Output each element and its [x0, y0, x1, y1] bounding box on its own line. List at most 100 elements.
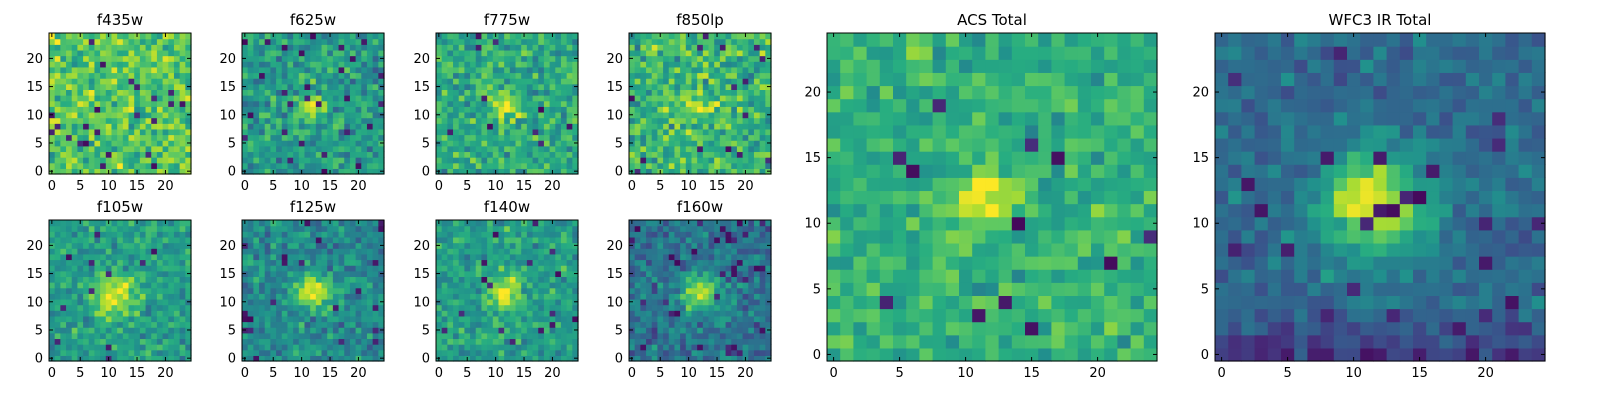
heatmap-cell: [242, 321, 249, 328]
heatmap-cell: [111, 248, 118, 255]
heatmap-cell: [378, 225, 385, 232]
heatmap-cell: [253, 293, 260, 300]
heatmap-cell: [185, 315, 192, 323]
heatmap-cell: [168, 270, 175, 277]
heatmap-cell: [708, 355, 715, 362]
heatmap-cell: [680, 134, 687, 141]
heatmap-cell: [117, 89, 124, 96]
heatmap-cell: [549, 338, 556, 345]
heatmap-cell: [281, 310, 289, 317]
heatmap-cell: [719, 95, 727, 102]
heatmap-cell: [504, 157, 511, 164]
heatmap-cell: [691, 332, 698, 340]
heatmap-cell: [293, 106, 300, 113]
heatmap-cell: [714, 304, 721, 311]
heatmap-cell: [731, 128, 738, 136]
heatmap-cell: [145, 220, 152, 227]
heatmap-cell: [66, 355, 73, 362]
heatmap-cell: [117, 236, 124, 244]
heatmap-cell: [464, 140, 471, 147]
heatmap-cell: [128, 220, 135, 227]
heatmap-cell: [145, 287, 152, 294]
heatmap-cell: [538, 151, 545, 158]
heatmap-cell: [60, 123, 67, 130]
heatmap-cell: [366, 265, 374, 272]
heatmap-cell: [270, 270, 277, 277]
heatmap-cell: [94, 276, 101, 283]
heatmap-cell: [310, 315, 317, 323]
heatmap-cell: [304, 293, 311, 300]
heatmap-cell: [657, 310, 664, 317]
heatmap-cell: [691, 355, 698, 362]
heatmap-cell: [117, 128, 124, 136]
heatmap-cell: [736, 349, 744, 356]
heatmap-cell: [680, 151, 687, 158]
heatmap-cell: [122, 270, 130, 277]
heatmap-cell: [298, 304, 306, 311]
heatmap-cell: [560, 111, 568, 119]
heatmap-cell: [151, 49, 158, 57]
heatmap-cell: [680, 128, 687, 136]
heatmap-cell: [680, 162, 687, 169]
heatmap-cell: [276, 117, 283, 124]
heatmap-cell: [134, 259, 141, 266]
heatmap-cell: [634, 61, 641, 68]
heatmap-cell: [173, 327, 181, 334]
heatmap-cell: [572, 304, 579, 311]
heatmap-cell: [560, 78, 568, 85]
heatmap-cell: [247, 270, 254, 277]
heatmap-cell: [66, 66, 73, 74]
heatmap-cell: [555, 61, 562, 68]
heatmap-cell: [54, 282, 61, 289]
heatmap-cell: [361, 33, 368, 40]
heatmap-cell: [464, 338, 471, 345]
heatmap-cell: [71, 117, 78, 124]
heatmap-cell: [145, 293, 152, 300]
heatmap-cell: [458, 134, 465, 141]
heatmap-cell: [117, 332, 124, 340]
heatmap-cell: [708, 304, 715, 311]
heatmap-cell: [185, 248, 192, 255]
heatmap-cell: [668, 95, 676, 102]
heatmap-cell: [264, 355, 271, 362]
heatmap-cell: [54, 89, 61, 96]
heatmap-cell: [498, 321, 505, 328]
heatmap-cell: [680, 168, 687, 175]
heatmap-cell: [453, 106, 460, 113]
heatmap-cell: [572, 220, 579, 227]
heatmap-cell: [349, 276, 357, 283]
heatmap-cell: [281, 321, 289, 328]
heatmap-cell: [71, 100, 78, 107]
heatmap-cell: [270, 253, 277, 261]
heatmap-cell: [111, 259, 118, 266]
heatmap-cell: [566, 106, 573, 113]
heatmap-cell: [293, 162, 300, 169]
heatmap-cell: [287, 157, 294, 164]
heatmap-cell: [691, 287, 698, 294]
heatmap-cell: [521, 140, 528, 147]
heatmap-cell: [355, 282, 362, 289]
heatmap-cell: [566, 236, 573, 244]
heatmap-cell: [629, 134, 636, 141]
heatmap-cell: [663, 100, 670, 107]
heatmap-cell: [139, 253, 147, 261]
heatmap-cell: [344, 338, 351, 345]
heatmap-cell: [759, 100, 766, 107]
heatmap-cell: [453, 49, 460, 57]
heatmap-cell: [566, 338, 573, 345]
heatmap-cell: [134, 83, 141, 90]
heatmap-cell: [349, 134, 357, 141]
heatmap-cell: [344, 106, 351, 113]
heatmap-cell: [663, 123, 670, 130]
heatmap-cell: [259, 242, 266, 249]
y-tick-label: 10: [26, 108, 43, 123]
heatmap-cell: [543, 293, 551, 300]
heatmap-cell: [458, 332, 465, 340]
heatmap-cell: [475, 276, 483, 283]
heatmap-cell: [281, 298, 289, 306]
x-tick-label: 20: [544, 366, 561, 381]
heatmap-cell: [372, 332, 379, 340]
y-tick-label: 5: [422, 136, 430, 151]
heatmap-cell: [156, 134, 164, 141]
heatmap-cell: [253, 78, 260, 85]
